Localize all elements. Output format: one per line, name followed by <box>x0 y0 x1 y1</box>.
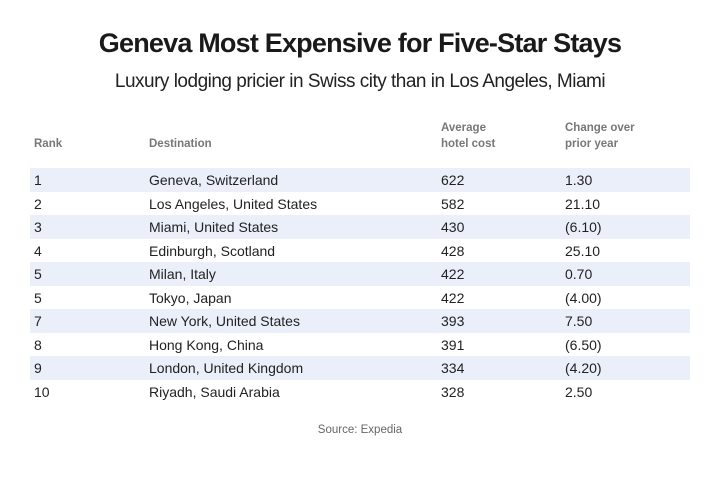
cell-destination: Hong Kong, China <box>149 336 264 353</box>
cell-cost: 393 <box>441 313 465 329</box>
table-row: 9 London, United Kingdom 334 (4.20) <box>30 356 690 380</box>
cell-cost: 582 <box>441 195 465 212</box>
table-row: 1 Geneva, Switzerland 622 1.30 <box>30 168 690 192</box>
cell-cost: 334 <box>441 360 465 376</box>
cell-rank: 1 <box>34 172 42 188</box>
table-row: 5 Milan, Italy 422 0.70 <box>30 262 690 286</box>
cell-change: (6.50) <box>565 336 602 353</box>
column-header-cost-line1: Average <box>441 122 486 134</box>
cell-change: 21.10 <box>565 195 601 212</box>
column-header-change: Change over prior year <box>565 120 675 152</box>
cell-rank: 5 <box>34 266 42 282</box>
cell-destination: Geneva, Switzerland <box>149 172 279 188</box>
cell-cost: 391 <box>441 336 465 353</box>
cell-change: (4.20) <box>565 360 602 376</box>
cell-destination: New York, United States <box>149 313 300 329</box>
cell-rank: 9 <box>34 360 42 376</box>
cell-change: 1.30 <box>565 172 593 188</box>
column-header-change-line1: Change over <box>565 122 635 134</box>
column-header-destination: Destination <box>149 136 212 152</box>
cell-destination: London, United Kingdom <box>149 360 304 376</box>
cell-rank: 7 <box>34 313 42 329</box>
cell-destination: Tokyo, Japan <box>149 289 232 306</box>
table-row: 8 Hong Kong, China 391 (6.50) <box>30 333 690 357</box>
table-body: 1 Geneva, Switzerland 622 1.30 2 Los Angeles,… <box>30 168 690 403</box>
table-row: 5 Tokyo, Japan 422 (4.00) <box>30 286 690 310</box>
cell-rank: 4 <box>34 242 42 259</box>
table-row: 2 Los Angeles, United States 582 21.10 <box>30 192 690 216</box>
source-note: Source: Expedia <box>317 424 403 436</box>
cell-rank: 10 <box>34 383 50 400</box>
cell-destination: Riyadh, Saudi Arabia <box>149 383 280 400</box>
cell-destination: Miami, United States <box>149 219 279 235</box>
column-header-rank: Rank <box>34 136 62 152</box>
cell-cost: 622 <box>441 172 465 188</box>
table-row: 7 New York, United States 393 7.50 <box>30 309 690 333</box>
cell-change: 0.70 <box>565 266 593 282</box>
cell-cost: 422 <box>441 266 465 282</box>
cell-cost: 430 <box>441 219 465 235</box>
column-header-destination-label: Destination <box>149 138 212 150</box>
chart-subtitle: Luxury lodging pricier in Swiss city tha… <box>114 71 606 92</box>
cell-destination: Milan, Italy <box>149 266 216 282</box>
cell-rank: 3 <box>34 219 42 235</box>
cell-change: 25.10 <box>565 242 601 259</box>
cell-change: 7.50 <box>565 313 593 329</box>
cell-destination: Edinburgh, Scotland <box>149 242 276 259</box>
column-header-average-hotel-cost: Average hotel cost <box>441 120 531 152</box>
cell-destination: Los Angeles, United States <box>149 195 318 212</box>
column-header-cost-line2: hotel cost <box>441 138 496 150</box>
chart-title: Geneva Most Expensive for Five-Star Stay… <box>98 28 622 58</box>
cell-rank: 5 <box>34 289 42 306</box>
cell-change: (4.00) <box>565 289 602 306</box>
column-header-change-line2: prior year <box>565 138 619 150</box>
table-row: 4 Edinburgh, Scotland 428 25.10 <box>30 239 690 263</box>
cell-change: 2.50 <box>565 383 593 400</box>
table-row: 3 Miami, United States 430 (6.10) <box>30 215 690 239</box>
cell-rank: 8 <box>34 336 42 353</box>
column-header-rank-label: Rank <box>34 138 63 150</box>
cell-cost: 422 <box>441 289 465 306</box>
cell-cost: 328 <box>441 383 465 400</box>
table-row: 10 Riyadh, Saudi Arabia 328 2.50 <box>30 380 690 404</box>
cell-change: (6.10) <box>565 219 602 235</box>
cell-rank: 2 <box>34 195 42 212</box>
cell-cost: 428 <box>441 242 465 259</box>
